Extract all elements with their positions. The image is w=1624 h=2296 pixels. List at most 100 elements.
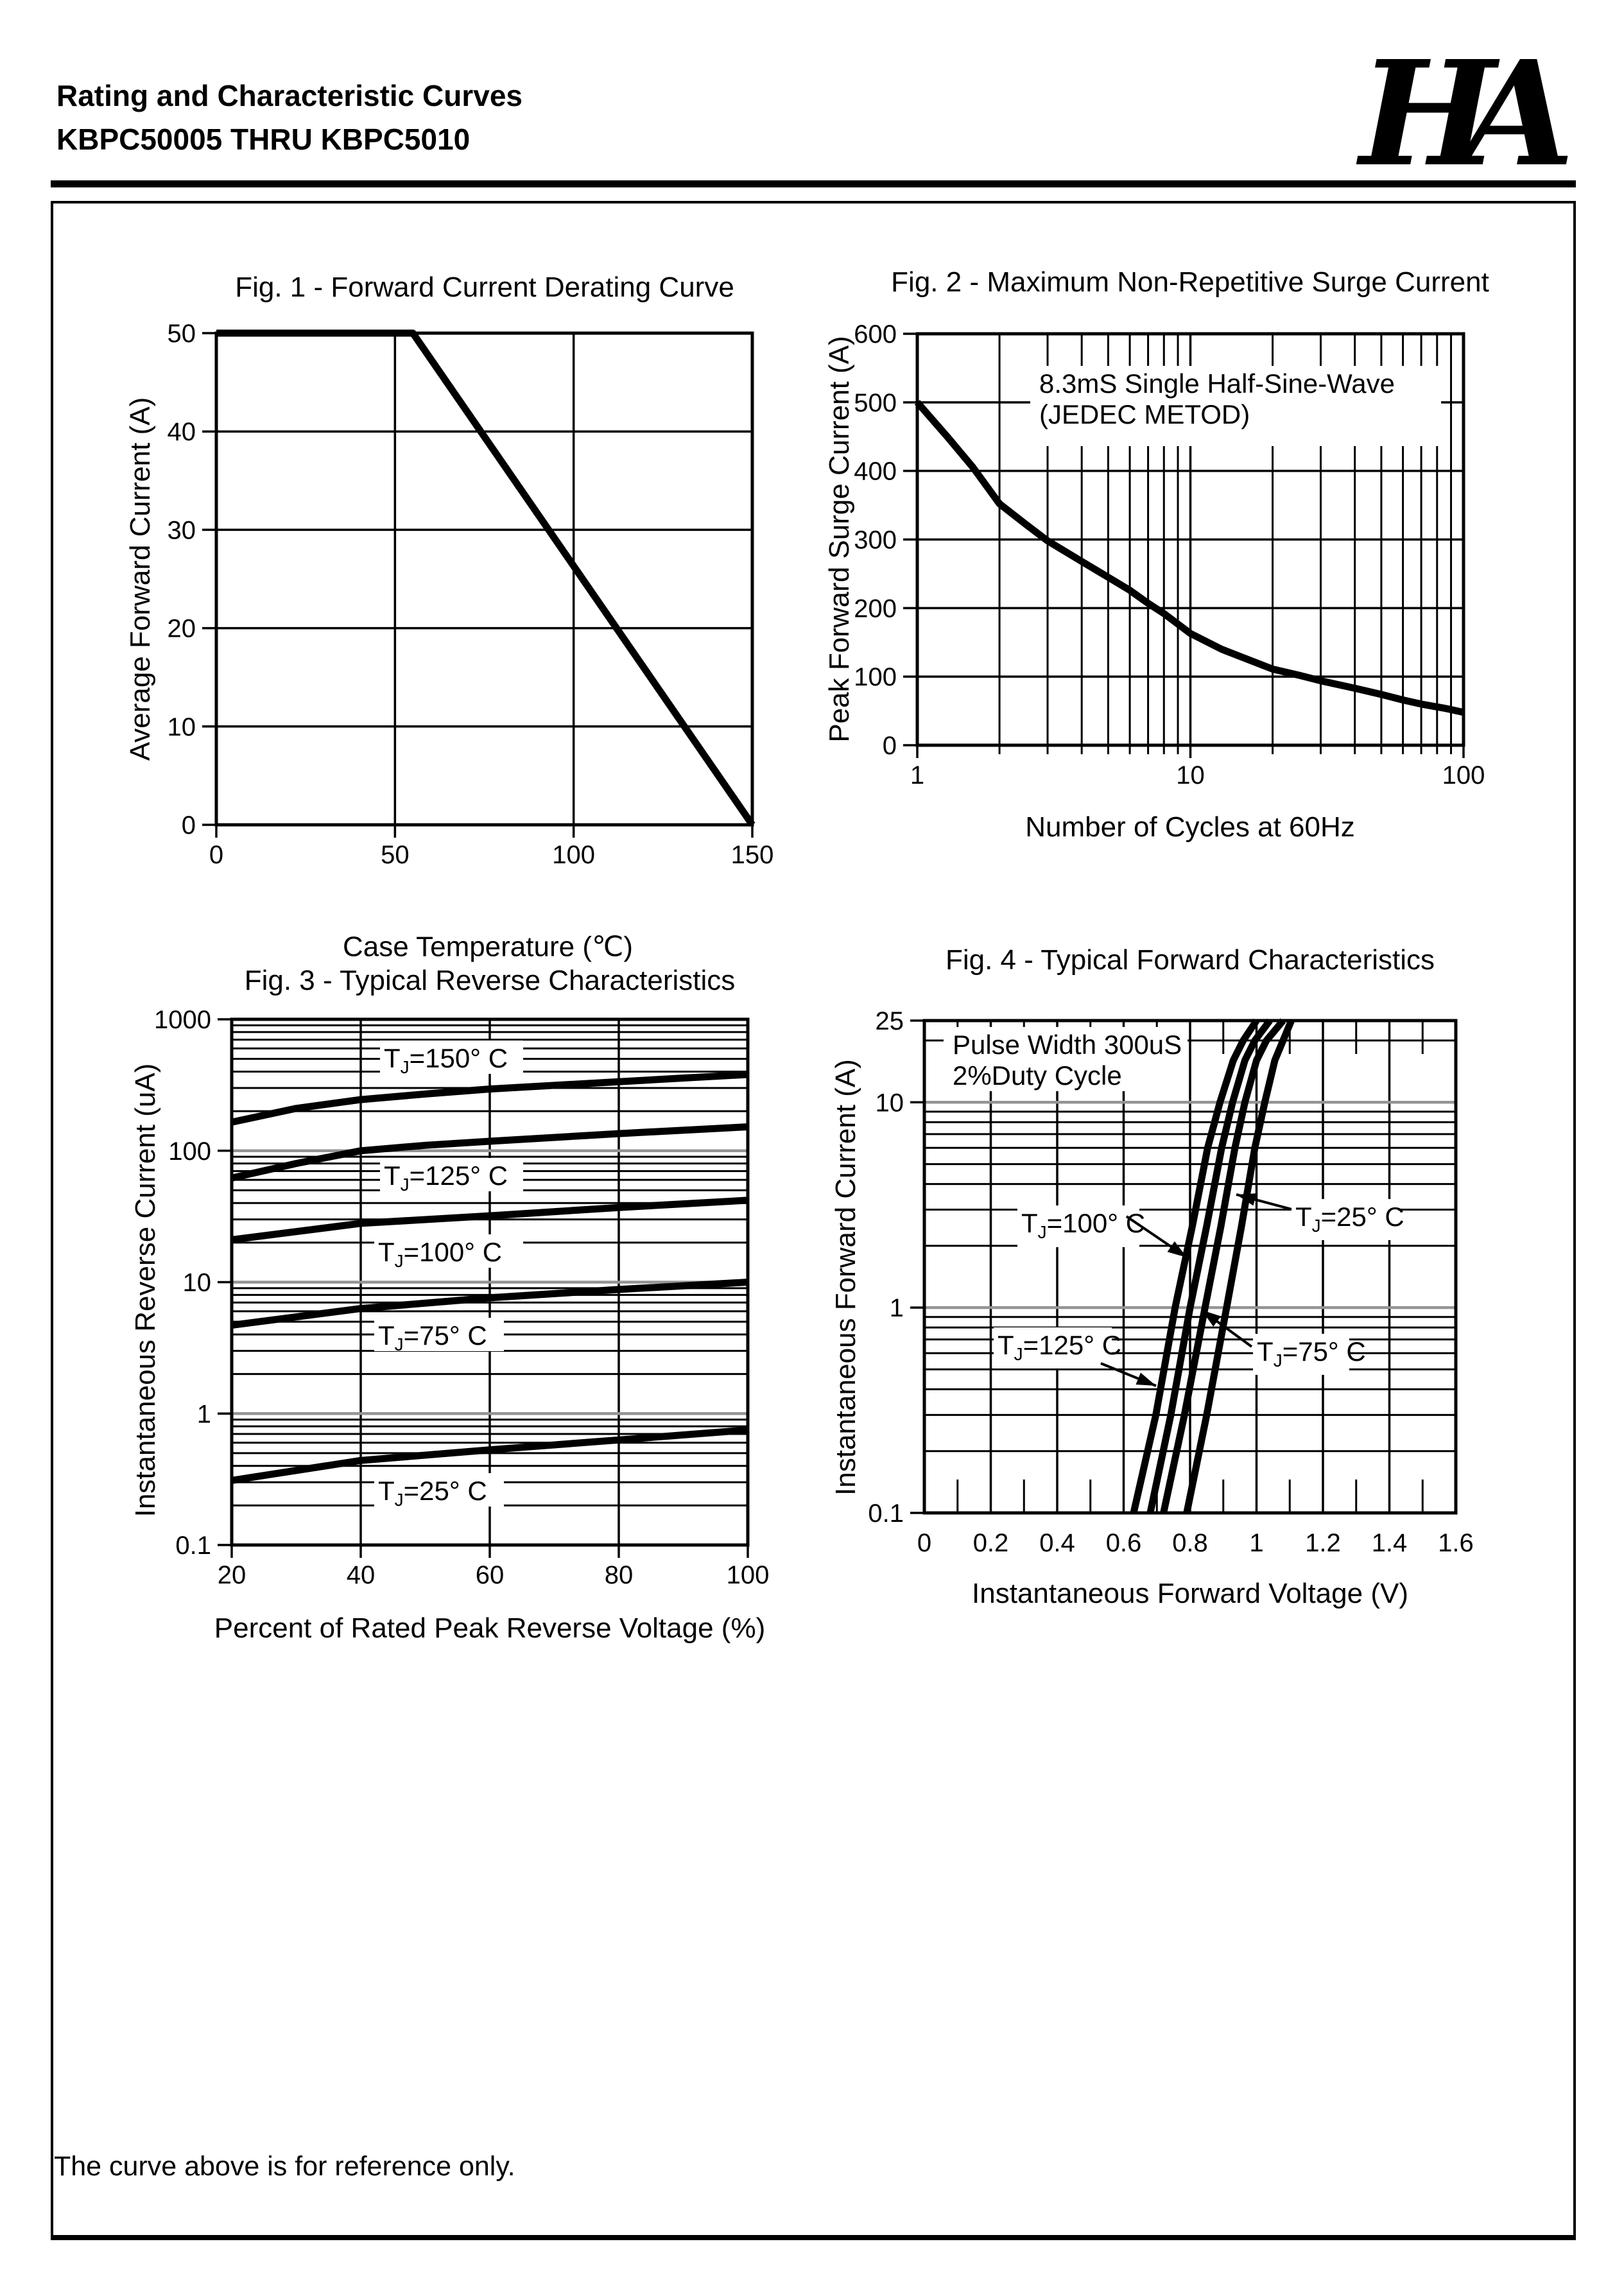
fig3-title: Fig. 3 - Typical Reverse Characteristics (244, 965, 736, 996)
fig4-x-tick-label: 1.2 (1305, 1529, 1341, 1557)
fig1-y-axis-label: Average Forward Current (A) (125, 397, 156, 761)
fig2-x-axis-label: Number of Cycles at 60Hz (1025, 811, 1355, 843)
fig4-series-label: TJ=125° C (998, 1330, 1121, 1364)
fig1-y-tick-label: 10 (168, 713, 196, 741)
fig1-x-tick-label: 0 (209, 841, 223, 869)
fig3-series-label-box (374, 1473, 505, 1507)
fig4-series-label: TJ=100° C (1021, 1208, 1145, 1242)
fig4-y-tick-label: 25 (876, 1007, 904, 1035)
fig4-curve-TJ=25C (1183, 1019, 1295, 1514)
fig2-x-tick-label: 10 (1176, 761, 1205, 790)
fig3-x-tick-label: 20 (218, 1561, 246, 1589)
fig2-y-tick-label: 100 (854, 663, 897, 691)
fig1-y-tick-label: 50 (168, 320, 196, 348)
fig4-series-label: TJ=25° C (1295, 1202, 1404, 1236)
fig4-y-axis-label: Instantaneous Forward Current (A) (830, 1059, 861, 1496)
fig4-label-arrow-head (1236, 1193, 1257, 1206)
fig4-x-tick-label: 0.4 (1039, 1529, 1075, 1557)
fig3-y-tick-label: 1 (197, 1400, 211, 1428)
fig3-x-tick-label: 80 (605, 1561, 634, 1589)
fig4-label-arrow-head (1136, 1372, 1157, 1386)
fig3-x-tick-label: 100 (727, 1561, 770, 1589)
fig2-y-tick-label: 500 (854, 389, 897, 417)
fig3-y-tick-label: 0.1 (175, 1532, 211, 1560)
fig3-curve-TJ=25C (231, 1426, 748, 1484)
fig4-label-arrow-head (1201, 1309, 1222, 1327)
fig4-plot-border (922, 1019, 1458, 1515)
fig4-title: Fig. 4 - Typical Forward Characteristics (945, 944, 1435, 976)
fig3-series-label: TJ=150° C (384, 1043, 508, 1077)
fig2-curve-peak-surge-current (914, 400, 1465, 716)
header-divider (51, 180, 1576, 187)
fig1-y-tick-label: 30 (168, 516, 196, 544)
fig1-x-tick-label: 150 (731, 841, 774, 869)
fig2-y-tick-label: 0 (883, 732, 897, 760)
fig3-x-axis-label: Percent of Rated Peak Reverse Voltage (%… (214, 1612, 766, 1644)
fig3-series-label: TJ=75° C (378, 1320, 487, 1354)
brand-logo-icon: HA (1356, 56, 1579, 178)
fig4-x-axis-label: Instantaneous Forward Voltage (V) (972, 1578, 1408, 1609)
fig4-x-tick-label: 1 (1249, 1529, 1263, 1557)
fig3-series-label-box (379, 1040, 524, 1075)
fig3-curve-TJ=100C (231, 1196, 748, 1243)
fig1-x-axis-label: Case Temperature (℃) (342, 931, 634, 963)
fig3-curve-TJ=75C (231, 1279, 748, 1329)
fig3-plot: TJ=150° C TJ=125° C TJ=100° C TJ=75° C TJ=25… (154, 1006, 769, 1589)
fig4-note-line: 2%Duty Cycle (953, 1060, 1122, 1091)
fig2-y-tick-label: 600 (854, 320, 897, 349)
fig2-note-line: 8.3mS Single Half-Sine-Wave (1039, 368, 1395, 399)
fig4-x-tick-label: 0.8 (1172, 1529, 1208, 1557)
fig1-x-tick-label: 100 (552, 841, 595, 869)
fig1-curve-forward-current-derating (216, 329, 756, 827)
fig2-x-tick-label: 100 (1442, 761, 1485, 790)
fig4-series-label-box (993, 1327, 1112, 1368)
fig4-curve-TJ=125C (1130, 1018, 1260, 1514)
fig2-y-tick-label: 200 (854, 594, 897, 623)
fig2-plot: 8.3mS Single Half-Sine-Wave(JEDEC METOD)… (854, 320, 1485, 790)
fig3-series-label: TJ=100° C (378, 1237, 502, 1271)
fig3-curve-TJ=150C (230, 1071, 748, 1126)
fig4-curve-TJ=100C (1146, 1018, 1273, 1514)
fig2-x-tick-label: 1 (910, 761, 924, 790)
fig1-y-tick-label: 20 (168, 615, 196, 643)
fig4-x-tick-label: 0 (917, 1529, 931, 1557)
fig1-y-tick-label: 40 (168, 418, 196, 446)
brand-logo-text: HA (1356, 56, 1568, 178)
fig2-note-box (1030, 365, 1442, 446)
fig3-y-tick-label: 100 (168, 1137, 211, 1166)
fig2-title: Fig. 2 - Maximum Non-Repetitive Surge Cu… (891, 266, 1489, 298)
page-title: Rating and Characteristic Curves (56, 79, 523, 112)
fig3-y-axis-label: Instantaneous Reverse Current (uA) (130, 1063, 161, 1517)
fig4-series-label-box (1291, 1199, 1398, 1241)
fig4-series-label-box (1017, 1205, 1140, 1247)
fig4-x-tick-label: 0.2 (973, 1529, 1009, 1557)
fig3-x-tick-label: 40 (347, 1561, 376, 1589)
fig3-series-label-box (374, 1234, 524, 1268)
fig2-y-axis-label: Peak Forward Surge Current (A) (824, 336, 855, 743)
fig2-note-line: (JEDEC METOD) (1039, 399, 1250, 429)
fig3-y-tick-label: 1000 (154, 1006, 211, 1034)
fig1-y-tick-label: 0 (182, 811, 196, 840)
fig3-x-tick-label: 60 (476, 1561, 505, 1589)
fig4-label-arrow-head (1167, 1241, 1188, 1258)
fig1-x-tick-label: 50 (381, 841, 410, 869)
fig3-series-label-box (379, 1158, 524, 1191)
fig2-y-tick-label: 300 (854, 526, 897, 555)
fig1-title: Fig. 1 - Forward Current Derating Curve (235, 272, 734, 303)
fig4-note-box (943, 1026, 1188, 1091)
fig4-curve-TJ=75C (1160, 1018, 1286, 1514)
fig4-y-tick-label: 1 (890, 1294, 904, 1322)
fig3-y-tick-label: 10 (183, 1269, 212, 1297)
fig1-plot: 0 10 20 30 40 50 0 50 100 150 (168, 320, 774, 869)
fig1-plot-border (214, 331, 754, 827)
fig4-series-label: TJ=75° C (1257, 1336, 1366, 1370)
fig4-x-tick-label: 1.6 (1438, 1529, 1474, 1557)
footer-note: The curve above is for reference only. (54, 2151, 515, 2182)
fig4-y-tick-label: 0.1 (868, 1499, 904, 1528)
part-number-title: KBPC50005 THRU KBPC5010 (56, 123, 471, 156)
fig3-series-label: TJ=125° C (384, 1161, 508, 1195)
fig4-series-label-box (1253, 1333, 1349, 1375)
fig2-y-tick-label: 400 (854, 458, 897, 486)
